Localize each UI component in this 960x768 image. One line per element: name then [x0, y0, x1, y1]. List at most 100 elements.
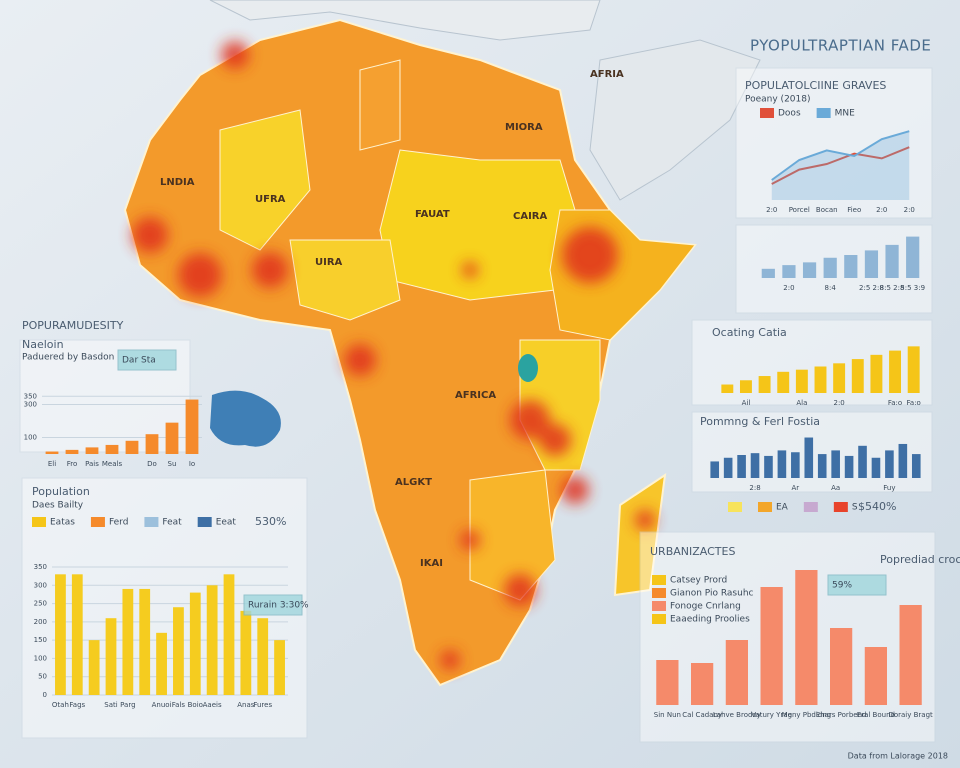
x-tick-label: Sati [104, 701, 117, 709]
annotation: Rurain 3:30% [248, 601, 309, 611]
x-tick-label: Pais [85, 460, 99, 468]
map-label: CAIRA [513, 211, 547, 222]
region [469, 469, 556, 601]
region [219, 109, 311, 251]
bar [871, 457, 881, 478]
bar [691, 663, 714, 705]
bar [725, 640, 748, 705]
bar [274, 640, 285, 695]
region [359, 59, 401, 151]
bar [791, 452, 800, 478]
x-tick-label: Meals [102, 460, 123, 468]
bar [858, 445, 867, 478]
bar [721, 384, 734, 393]
annotation: Dar Sta [122, 356, 156, 366]
x-tick-label: 2:0 [876, 206, 887, 214]
bar [911, 454, 921, 478]
lake [518, 354, 538, 382]
y-tick-label: 200 [34, 618, 47, 626]
bar [710, 461, 720, 478]
x-tick-label: Otah [52, 701, 69, 709]
arabia-land [589, 39, 761, 201]
chart-subtitle: Poeany (2018) [745, 95, 810, 105]
legend-swatch [652, 588, 666, 598]
chart-title: Population [32, 485, 90, 498]
bar [737, 455, 746, 478]
x-tick-label: Vatury Yrag [751, 711, 792, 719]
y-tick-label: 250 [34, 600, 47, 608]
bar [782, 265, 796, 278]
africa-map [123, 18, 697, 687]
x-tick-label: Meny Pbdidng [782, 711, 832, 719]
bar [189, 592, 201, 695]
legend-label: Catsey Prord [670, 576, 727, 586]
legend-swatch [758, 502, 772, 512]
x-tick-label: Aaeis [203, 701, 222, 709]
legend-label: Ferd [109, 518, 128, 528]
x-tick-label: Boio [188, 701, 203, 709]
section-title: POPURAMUDESITY [22, 319, 124, 332]
bar [898, 443, 908, 478]
x-tick-label: 8:5 2:8 [880, 284, 905, 292]
chart-title: URBANIZACTES [650, 545, 735, 558]
bar [122, 588, 134, 695]
annotation-box [117, 349, 177, 371]
x-tick-label: Anas [237, 701, 255, 709]
map-label: ALGKT [395, 477, 432, 488]
x-tick-label: 2:8 [749, 484, 760, 492]
line [771, 130, 910, 181]
page-title: PYOPULTRAPTIAN FADE [750, 37, 931, 55]
legend-swatch [144, 517, 159, 527]
bar [71, 574, 83, 695]
map-label: UFRA [255, 194, 286, 205]
bar [777, 450, 787, 478]
bar [139, 588, 151, 695]
bar [185, 399, 199, 454]
x-tick-label: Ar [792, 484, 800, 492]
x-tick-label: Ala [796, 399, 807, 407]
map-label: AFRICA [455, 390, 496, 401]
world-inset [210, 390, 281, 447]
legend-label: Eaaeding Proolies [670, 615, 750, 625]
bar [125, 440, 139, 454]
bar [88, 640, 100, 695]
legend-swatch [803, 502, 818, 512]
legend-swatch [197, 517, 212, 527]
x-tick-label: Fa:o [907, 399, 921, 407]
bar [814, 366, 827, 393]
y-tick-label: 50 [38, 673, 47, 681]
legend-swatch [652, 601, 666, 611]
bar [760, 587, 783, 705]
chart-subtitle: Paduered by Basdon [22, 353, 114, 363]
bar [761, 268, 775, 278]
region [289, 239, 401, 321]
legend-swatch [760, 108, 774, 118]
x-tick-label: Parg [120, 701, 135, 709]
legend-label: EA [776, 503, 789, 513]
bar [795, 369, 808, 393]
bar [723, 457, 733, 478]
chart-panel: Pommng & Ferl Fostia 2:8 Ar Aa Fuy EA S $540% [691, 411, 933, 513]
y-tick-label: 300 [34, 581, 47, 589]
chart-panel: Population Daes Bailty 0 50 100 150 200 250 300 3… [21, 477, 309, 739]
bar [257, 618, 269, 695]
bar [870, 354, 883, 393]
bar [55, 574, 66, 695]
bar [802, 262, 817, 278]
legend-label: S [852, 503, 858, 513]
x-tick-label: Eral Bound [857, 711, 895, 719]
legend-label: Eeat [216, 518, 237, 528]
note: $540% [858, 500, 896, 513]
legend-label: Fonoge Cnrlang [670, 602, 741, 612]
y-tick-label: 0 [43, 691, 47, 699]
bar [864, 250, 879, 278]
x-tick-label: 2:0 [904, 206, 915, 214]
y-tick-label: 300 [24, 401, 37, 409]
map-label: UIRA [315, 257, 343, 268]
y-tick-label: 350 [34, 563, 47, 571]
bar [656, 660, 679, 705]
bar [105, 618, 117, 695]
bar [830, 628, 853, 705]
y-tick-label: 150 [34, 636, 47, 644]
